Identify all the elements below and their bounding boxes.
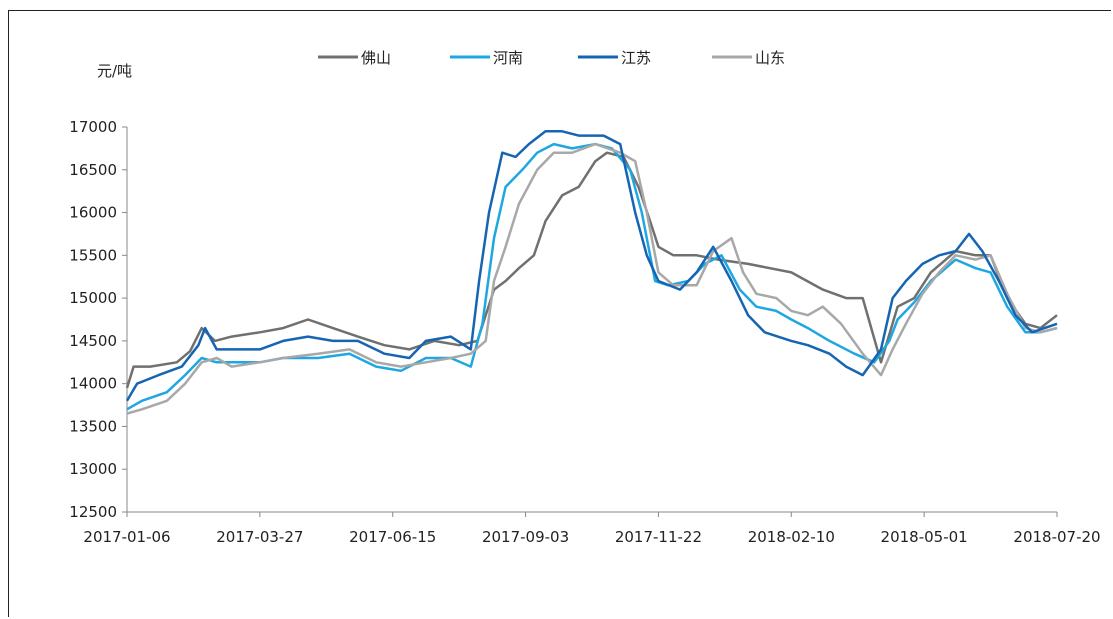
y-tick-label: 12500 [69, 503, 117, 521]
x-tick-label: 2017-06-15 [349, 528, 436, 546]
x-tick-label: 2017-09-03 [482, 528, 569, 546]
y-tick-label: 13000 [69, 460, 117, 478]
y-tick-label: 15500 [69, 246, 117, 264]
x-tick-label: 2018-07-20 [1013, 528, 1100, 546]
y-tick-label: 15000 [69, 289, 117, 307]
x-axis: 2017-01-06 2017-03-27 2017-06-15 2017-09-03… [83, 511, 1101, 546]
chart-frame [8, 10, 1111, 617]
x-tick-label: 2017-11-22 [615, 528, 702, 546]
y-tick-label: 14000 [69, 375, 117, 393]
x-tick-label: 2017-01-06 [83, 528, 170, 546]
legend-label: 江苏 [621, 49, 651, 67]
y-axis: 12500 13000 13500 14000 14500 15000 15500 16000… [69, 118, 128, 521]
y-tick-label: 14500 [69, 332, 117, 350]
y-axis-label: 元/吨 [97, 62, 132, 80]
y-tick-label: 17000 [69, 118, 117, 136]
series-line-4 [126, 142, 1058, 415]
series-line-1 [125, 151, 1058, 389]
y-tick-label: 16500 [69, 161, 117, 179]
legend-label: 佛山 [361, 49, 391, 67]
legend-label: 山东 [755, 49, 785, 67]
series-line-3 [125, 130, 1058, 402]
plot-area [125, 130, 1058, 415]
y-tick-label: 13500 [69, 417, 117, 435]
x-tick-label: 2018-02-10 [748, 528, 835, 546]
x-tick-label: 2018-05-01 [881, 528, 968, 546]
legend-label: 河南 [493, 49, 523, 67]
x-tick-label: 2017-03-27 [216, 528, 303, 546]
legend: 佛山 河南 江苏 山东 [318, 49, 785, 67]
series-line-2 [126, 142, 1058, 411]
y-tick-label: 16000 [69, 204, 117, 222]
